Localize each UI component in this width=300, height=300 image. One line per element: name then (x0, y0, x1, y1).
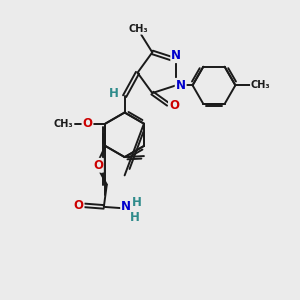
Text: H: H (132, 196, 142, 209)
Text: CH₃: CH₃ (251, 80, 271, 90)
Text: O: O (74, 199, 84, 212)
Text: O: O (82, 117, 92, 130)
Text: H: H (130, 212, 140, 224)
Text: CH₃: CH₃ (54, 119, 74, 129)
Text: N: N (176, 79, 186, 92)
Text: H: H (108, 87, 118, 100)
Text: CH₃: CH₃ (128, 24, 148, 34)
Text: O: O (169, 99, 179, 112)
Text: O: O (93, 159, 103, 172)
Text: N: N (171, 49, 181, 62)
Text: N: N (121, 200, 131, 213)
